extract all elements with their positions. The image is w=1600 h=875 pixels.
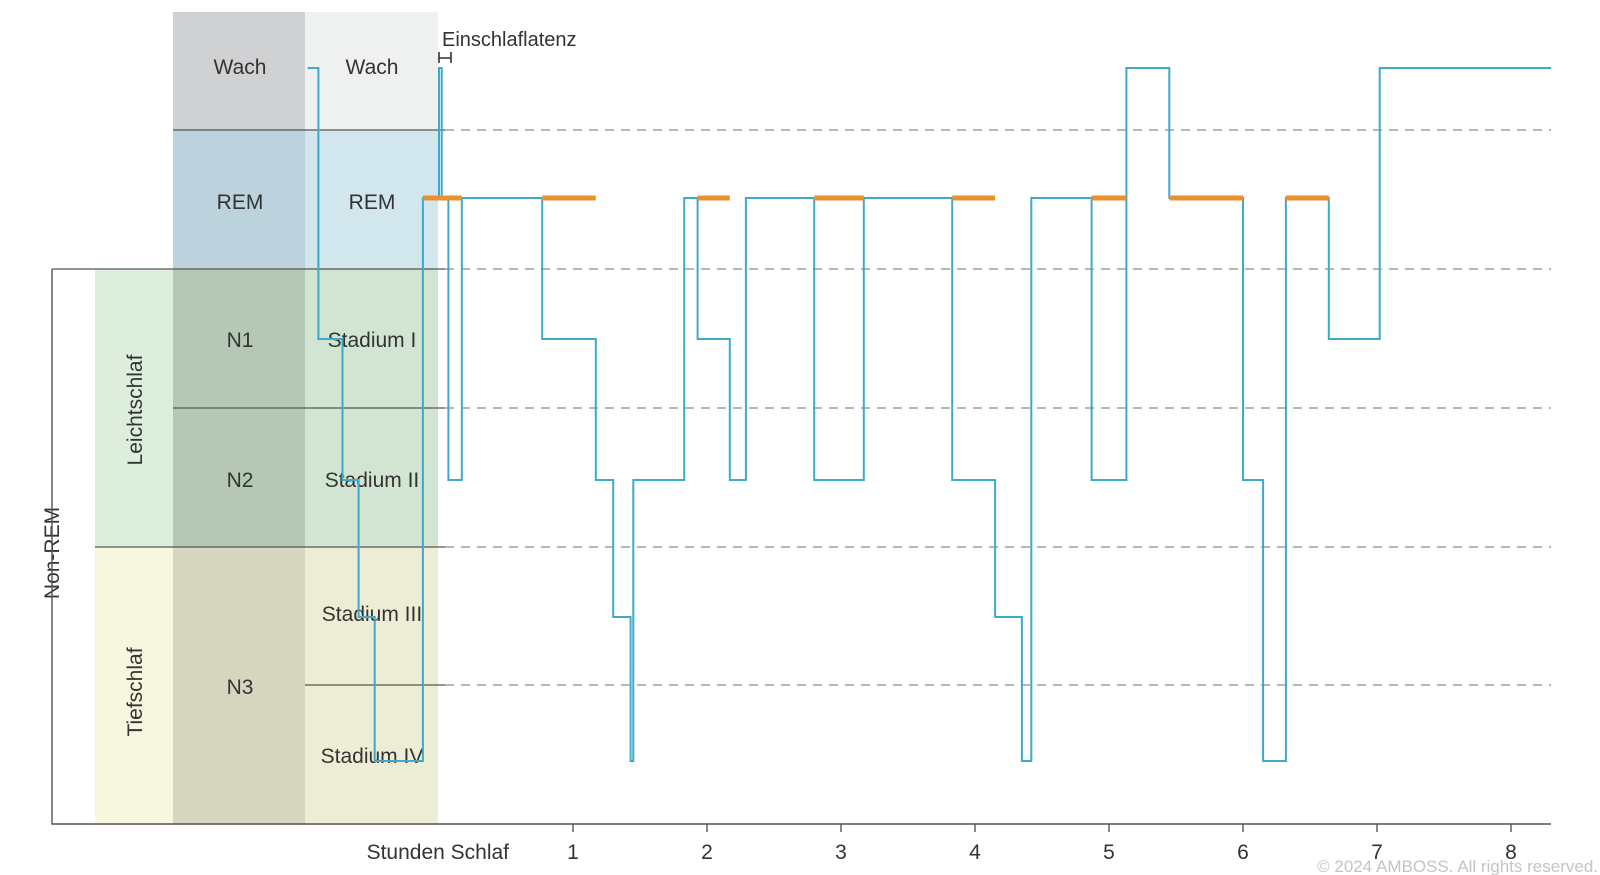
leichtschlaf-band [95, 269, 175, 547]
row-label-rk-rem: REM [349, 191, 396, 214]
row-label-aasm-n2: N2 [227, 469, 254, 492]
einschlaflatenz-label: Einschlaflatenz [442, 29, 577, 51]
rem-stage-cell [305, 130, 438, 269]
axis-line [51, 269, 1551, 825]
row-label-aasm-n3: N3 [227, 676, 254, 699]
stage-boundary-lines [52, 129, 1551, 686]
row-label-rk-stadium-iii: Stadium III [322, 603, 422, 626]
stage-table-background [95, 12, 438, 824]
hypnogram-line [307, 67, 1552, 762]
row-label-rk-stadium-iv: Stadium IV [321, 745, 424, 768]
n3-group-cell [173, 547, 305, 824]
row-label-aasm-n1: N1 [227, 329, 254, 352]
hypnogram-series [307, 67, 1552, 762]
copyright-notice: © 2024 AMBOSS. All rights reserved. [1317, 857, 1598, 875]
row-label-aasm-rem: REM [217, 191, 264, 214]
rem-group-cell [173, 130, 305, 269]
einschlaflatenz-annotation: Einschlaflatenz [438, 29, 577, 63]
wach-stage-cell [305, 12, 438, 130]
row-label-rk-wach: Wach [346, 56, 399, 79]
x-axis-label: Stunden Schlaf [367, 841, 510, 864]
x-tick-label-6: 6 [1237, 841, 1249, 864]
wach-group-cell [173, 12, 305, 130]
leichtschlaf-label: Leichtschlaf [124, 354, 147, 465]
x-tick-label-2: 2 [701, 841, 713, 864]
x-tick-label-3: 3 [835, 841, 847, 864]
row-label-aasm-wach: Wach [214, 56, 267, 79]
x-axis: 1 2 3 4 5 6 7 8 [51, 269, 1551, 864]
tiefschlaf-label: Tiefschlaf [124, 647, 147, 736]
x-tick-label-5: 5 [1103, 841, 1115, 864]
tiefschlaf-band [95, 547, 175, 824]
x-tick-label-8: 8 [1505, 841, 1517, 864]
einschlaflatenz-bracket [438, 52, 452, 63]
x-tick-label-4: 4 [969, 841, 981, 864]
x-tick-label-1: 1 [567, 841, 579, 864]
row-label-rk-stadium-ii: Stadium II [325, 469, 420, 492]
x-tick-label-7: 7 [1371, 841, 1383, 864]
row-label-rk-stadium-i: Stadium I [328, 329, 417, 352]
